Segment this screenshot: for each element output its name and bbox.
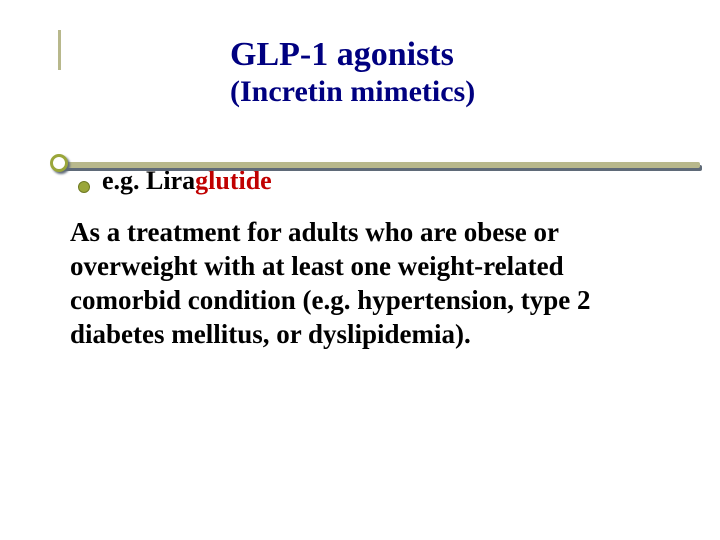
bullet-prefix: e.g. (102, 166, 146, 195)
decor-dot (50, 154, 68, 172)
bullet-icon (78, 181, 90, 193)
title-block: GLP-1 agonists (Incretin mimetics) (230, 36, 660, 108)
drug-name-part1: Lira (146, 166, 195, 195)
drug-name-part2: glutide (195, 166, 272, 195)
title-line-1: GLP-1 agonists (230, 36, 660, 73)
body: e.g. Liraglutide As a treatment for adul… (70, 166, 660, 351)
bullet-item: e.g. Liraglutide (78, 166, 660, 196)
bullet-text: e.g. Liraglutide (102, 166, 272, 196)
slide: GLP-1 agonists (Incretin mimetics) e.g. … (0, 0, 720, 540)
decor-vertical-bar (58, 30, 61, 70)
paragraph: As a treatment for adults who are obese … (70, 216, 660, 351)
title-line-2: (Incretin mimetics) (230, 75, 660, 108)
